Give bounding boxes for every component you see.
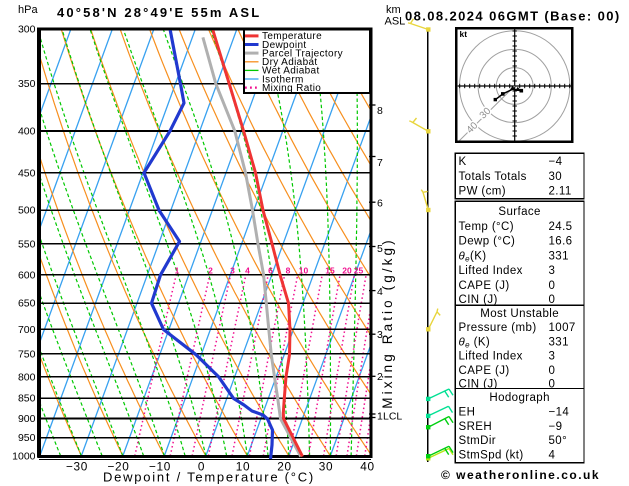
svg-text:hPa: hPa xyxy=(18,4,38,16)
svg-text:10: 10 xyxy=(236,460,251,474)
svg-text:Parcel Trajectory: Parcel Trajectory xyxy=(262,48,343,59)
svg-text:Temp (°C): Temp (°C) xyxy=(459,221,514,233)
svg-text:−4: −4 xyxy=(549,156,563,168)
svg-text:8: 8 xyxy=(377,105,383,117)
svg-text:−9: −9 xyxy=(549,421,563,433)
svg-text:400: 400 xyxy=(18,126,36,138)
svg-text:Dry Adiabat: Dry Adiabat xyxy=(262,57,318,68)
svg-text:20: 20 xyxy=(277,460,292,474)
svg-text:ASL: ASL xyxy=(385,16,406,28)
svg-text:3: 3 xyxy=(230,266,235,276)
svg-text:PW (cm): PW (cm) xyxy=(459,186,507,198)
svg-text:24.5: 24.5 xyxy=(549,221,573,233)
svg-text:331: 331 xyxy=(549,336,569,348)
svg-text:0: 0 xyxy=(549,280,556,292)
svg-text:4: 4 xyxy=(549,449,556,461)
svg-text:LCL: LCL xyxy=(383,411,402,423)
svg-text:1000: 1000 xyxy=(12,450,36,462)
svg-text:6: 6 xyxy=(268,266,273,276)
svg-text:Most Unstable: Most Unstable xyxy=(480,308,559,320)
svg-text:Pressure (mb): Pressure (mb) xyxy=(459,322,537,334)
svg-text:Hodograph: Hodograph xyxy=(489,392,550,404)
svg-text:850: 850 xyxy=(18,393,36,405)
svg-text:550: 550 xyxy=(18,238,36,250)
svg-text:SREH: SREH xyxy=(459,421,493,433)
svg-text:650: 650 xyxy=(18,298,36,310)
svg-text:Dewpoint: Dewpoint xyxy=(262,40,307,51)
svg-text:40: 40 xyxy=(360,460,375,474)
svg-text:08.08.2024 06GMT (Base: 00): 08.08.2024 06GMT (Base: 00) xyxy=(405,8,621,23)
svg-text:−30: −30 xyxy=(66,460,88,474)
svg-text:1: 1 xyxy=(377,411,383,423)
svg-text:750: 750 xyxy=(18,348,36,360)
svg-text:3: 3 xyxy=(549,351,556,363)
svg-text:CAPE (J): CAPE (J) xyxy=(459,280,510,292)
svg-text:450: 450 xyxy=(18,167,36,179)
svg-text:−20: −20 xyxy=(107,460,129,474)
svg-text:30: 30 xyxy=(319,460,334,474)
svg-text:Isotherm: Isotherm xyxy=(262,74,304,85)
svg-text:Mixing Ratio: Mixing Ratio xyxy=(262,83,321,94)
svg-text:0: 0 xyxy=(549,294,556,306)
svg-text:5: 5 xyxy=(377,243,383,255)
svg-text:Lifted Index: Lifted Index xyxy=(459,351,523,363)
svg-text:−10: −10 xyxy=(149,460,171,474)
svg-text:2: 2 xyxy=(208,266,213,276)
svg-text:2.11: 2.11 xyxy=(549,186,572,198)
svg-text:800: 800 xyxy=(18,371,36,383)
svg-text:15: 15 xyxy=(325,266,335,276)
svg-text:950: 950 xyxy=(18,432,36,444)
svg-text:7: 7 xyxy=(377,157,383,169)
svg-text:0: 0 xyxy=(198,460,205,474)
svg-text:EH: EH xyxy=(459,407,476,419)
svg-text:CIN (J): CIN (J) xyxy=(459,294,498,306)
svg-text:350: 350 xyxy=(18,78,36,90)
svg-text:50°: 50° xyxy=(549,435,568,447)
svg-text:km: km xyxy=(386,4,401,16)
svg-text:20: 20 xyxy=(342,266,352,276)
svg-text:16.6: 16.6 xyxy=(549,236,573,248)
svg-text:1007: 1007 xyxy=(549,322,576,334)
svg-text:0: 0 xyxy=(549,379,556,391)
svg-text:© weatheronline.co.uk: © weatheronline.co.uk xyxy=(441,468,600,482)
svg-text:Dewp (°C): Dewp (°C) xyxy=(459,236,516,248)
svg-text:4: 4 xyxy=(245,266,250,276)
svg-text:StmDir: StmDir xyxy=(459,435,497,447)
svg-text:Mixing Ratio (g/kg): Mixing Ratio (g/kg) xyxy=(380,237,395,408)
svg-text:8: 8 xyxy=(286,266,291,276)
svg-text:Dewpoint / Temperature (°C): Dewpoint / Temperature (°C) xyxy=(103,470,315,485)
svg-text:StmSpd (kt): StmSpd (kt) xyxy=(459,449,524,461)
svg-text:6: 6 xyxy=(377,197,383,209)
svg-text:331: 331 xyxy=(549,250,569,262)
svg-text:CAPE (J): CAPE (J) xyxy=(459,365,510,377)
svg-text:600: 600 xyxy=(18,269,36,281)
svg-text:Lifted Index: Lifted Index xyxy=(459,265,523,277)
svg-text:1: 1 xyxy=(175,266,180,276)
svg-text:4: 4 xyxy=(377,286,383,298)
svg-text:Surface: Surface xyxy=(498,206,540,218)
svg-text:3: 3 xyxy=(549,265,556,277)
svg-text:40°58'N 28°49'E 55m ASL: 40°58'N 28°49'E 55m ASL xyxy=(57,5,261,20)
svg-text:kt: kt xyxy=(460,29,468,39)
svg-text:30: 30 xyxy=(549,171,563,183)
svg-text:25: 25 xyxy=(354,266,364,276)
svg-text:Totals Totals: Totals Totals xyxy=(459,171,527,183)
svg-text:10: 10 xyxy=(299,266,309,276)
svg-text:900: 900 xyxy=(18,413,36,425)
svg-text:−14: −14 xyxy=(549,407,570,419)
svg-text:0: 0 xyxy=(549,365,556,377)
svg-text:θe(K): θe(K) xyxy=(459,250,487,263)
svg-text:300: 300 xyxy=(18,24,36,36)
svg-text:θe (K): θe (K) xyxy=(459,336,491,349)
svg-text:Wet Adiabat: Wet Adiabat xyxy=(262,66,320,77)
svg-text:700: 700 xyxy=(18,324,36,336)
svg-text:3: 3 xyxy=(377,329,383,341)
svg-text:Temperature: Temperature xyxy=(262,31,322,42)
svg-text:500: 500 xyxy=(18,205,36,217)
svg-text:CIN (J): CIN (J) xyxy=(459,379,498,391)
svg-text:K: K xyxy=(459,156,467,168)
svg-text:2: 2 xyxy=(377,371,383,383)
